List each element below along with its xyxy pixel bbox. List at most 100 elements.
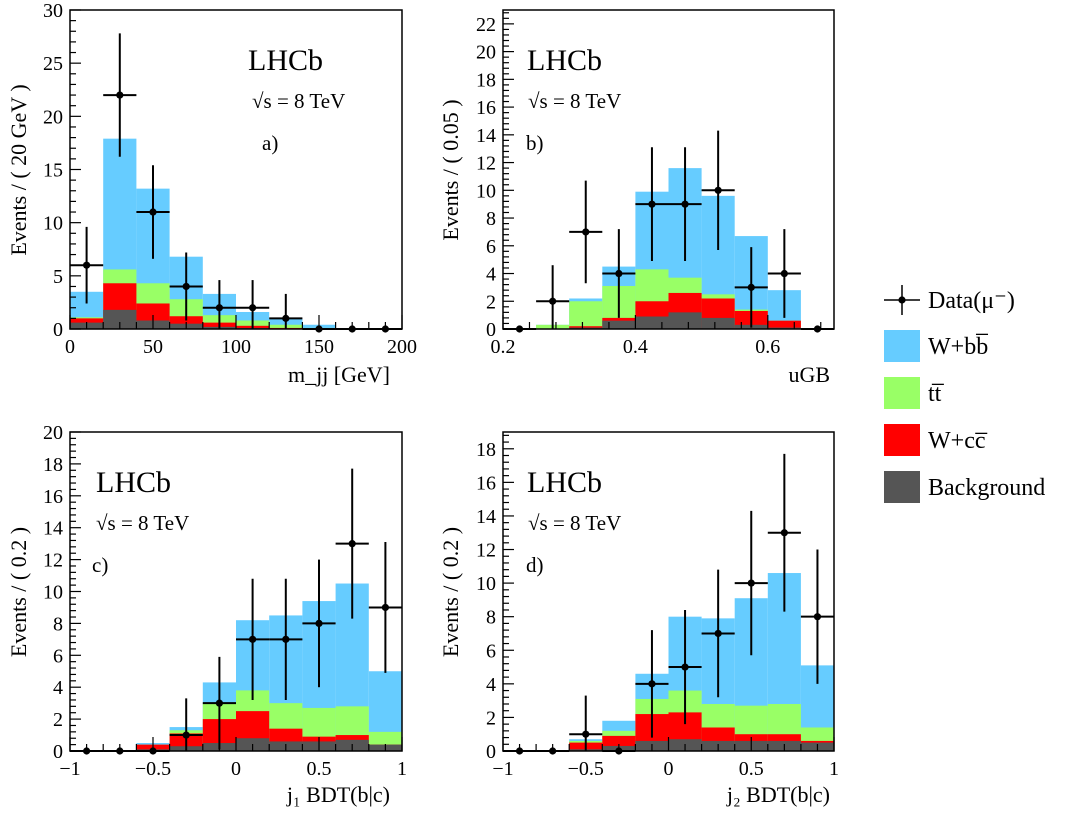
x-tick-label: 0.4	[623, 336, 648, 358]
legend-marker-dot	[898, 296, 906, 304]
x-tick-label: −1	[59, 758, 80, 780]
x-axis-title: m_jj [GeV]	[288, 362, 390, 387]
x-tick-label: 1	[397, 758, 407, 780]
y-tick-label: 6	[53, 645, 63, 667]
y-tick-label: 6	[486, 640, 496, 662]
data-point	[714, 629, 722, 638]
x-tick-label: 0.2	[491, 336, 516, 358]
experiment-label: LHCb	[96, 466, 171, 499]
y-axis-title: Events / ( 0.2 )	[6, 527, 31, 657]
data-point	[282, 314, 290, 322]
experiment-label: LHCb	[527, 44, 602, 77]
data-point	[249, 304, 257, 312]
y-tick-label: 16	[476, 97, 496, 119]
y-axis-title: Events / ( 20 GeV )	[6, 84, 31, 255]
x-tick-label: 0.6	[755, 336, 780, 358]
x-tick-label: 0	[231, 758, 241, 780]
legend-swatch-bkg	[884, 471, 920, 503]
data-point	[215, 304, 223, 312]
panel-c: 0 2 4 6 8 10 12 14 16 18 20 −1 −0.5 0 0.5 1 j₁ BDT(b|c) E…	[6, 422, 407, 807]
hist-bar-bkg	[103, 309, 137, 329]
legend-label-wbb: W+bb̅	[928, 333, 989, 360]
panel-a: 0 5 10 15 20 25 30 0 50 100 150 200 m_jj [GeV] Events…	[6, 0, 417, 387]
x-tick-label: 100	[221, 336, 251, 358]
y-tick-label: 22	[476, 14, 496, 36]
x-tick-label: 0	[65, 336, 75, 358]
y-tick-label: 0	[53, 319, 63, 341]
x-tick-label: 200	[387, 336, 417, 358]
y-tick-label: 8	[53, 613, 63, 635]
y-tick-label: 0	[486, 319, 496, 341]
y-tick-label: 16	[476, 472, 496, 494]
y-tick-label: 8	[486, 607, 496, 629]
panel-label: c)	[92, 553, 108, 577]
hist-bar-tt	[569, 301, 603, 329]
data-point	[381, 603, 389, 612]
y-axis-title: Events / ( 0.2 )	[438, 527, 463, 657]
y-tick-label: 15	[43, 160, 63, 182]
data-point	[348, 540, 356, 548]
legend-label-data: Data(μ⁻)	[928, 288, 1015, 314]
panel-label: d)	[526, 553, 544, 577]
data-point	[681, 200, 689, 208]
data-point	[282, 635, 290, 643]
y-tick-label: 0	[53, 741, 63, 763]
hist-bar-bkg	[635, 316, 669, 329]
data-point	[83, 261, 91, 269]
x-tick-label: 0.5	[739, 758, 764, 780]
x-tick-label: −0.5	[135, 758, 171, 780]
y-tick-label: 18	[476, 439, 496, 461]
data-point	[747, 283, 755, 291]
data-point	[582, 228, 590, 236]
data-point	[215, 699, 223, 707]
energy-label: √s = 8 TeV	[252, 89, 345, 113]
data-point	[681, 663, 689, 671]
x-axis-title: uGB	[788, 362, 830, 387]
y-tick-label: 25	[43, 53, 63, 75]
x-tick-label: 0.5	[307, 758, 332, 780]
data-point	[182, 282, 190, 291]
y-tick-label: 14	[43, 518, 63, 540]
data-point	[813, 613, 822, 621]
plot-frame	[502, 9, 835, 330]
panel-b: 0 2 4 6 8 10 12 14 16 18 20 22 0.2 0.4 0.6 uGB Events / …	[438, 9, 835, 387]
hist-bar-bkg	[602, 320, 636, 329]
panel-label: b)	[526, 131, 544, 155]
legend-label-tt: tt̅	[928, 381, 945, 407]
y-tick-label: 20	[43, 106, 63, 128]
y-tick-label: 20	[43, 422, 63, 444]
data-point	[615, 269, 623, 278]
data-point	[780, 529, 788, 537]
y-tick-label: 2	[53, 709, 63, 731]
y-tick-label: 2	[486, 707, 496, 729]
x-axis-title: j₂ BDT(b|c)	[726, 782, 830, 807]
data-point	[582, 730, 590, 738]
data-point	[182, 731, 190, 739]
hist-bar-bkg	[701, 317, 735, 329]
data-point	[149, 208, 157, 216]
y-tick-label: 4	[53, 677, 63, 699]
x-tick-label: −0.5	[568, 758, 604, 780]
y-tick-label: 6	[486, 236, 496, 258]
experiment-label: LHCb	[248, 44, 323, 77]
data-point	[648, 200, 656, 208]
y-tick-label: 10	[43, 213, 63, 235]
y-tick-label: 30	[43, 0, 63, 22]
y-tick-label: 4	[486, 264, 496, 286]
y-tick-label: 10	[476, 573, 496, 595]
data-point	[315, 619, 323, 628]
y-tick-label: 5	[53, 266, 63, 288]
data-point	[116, 91, 124, 99]
legend-label-bkg: Background	[928, 475, 1045, 501]
x-tick-label: 1	[829, 758, 839, 780]
y-tick-label: 0	[486, 741, 496, 763]
legend-label-wcc: W+cc̅	[928, 428, 988, 454]
legend-swatch-wcc	[884, 424, 920, 456]
energy-label: √s = 8 TeV	[528, 89, 621, 113]
y-tick-label: 4	[486, 674, 496, 696]
x-tick-label: 50	[143, 336, 163, 358]
x-tick-label: −1	[492, 758, 513, 780]
y-tick-label: 10	[476, 180, 496, 202]
y-tick-label: 12	[476, 153, 496, 175]
